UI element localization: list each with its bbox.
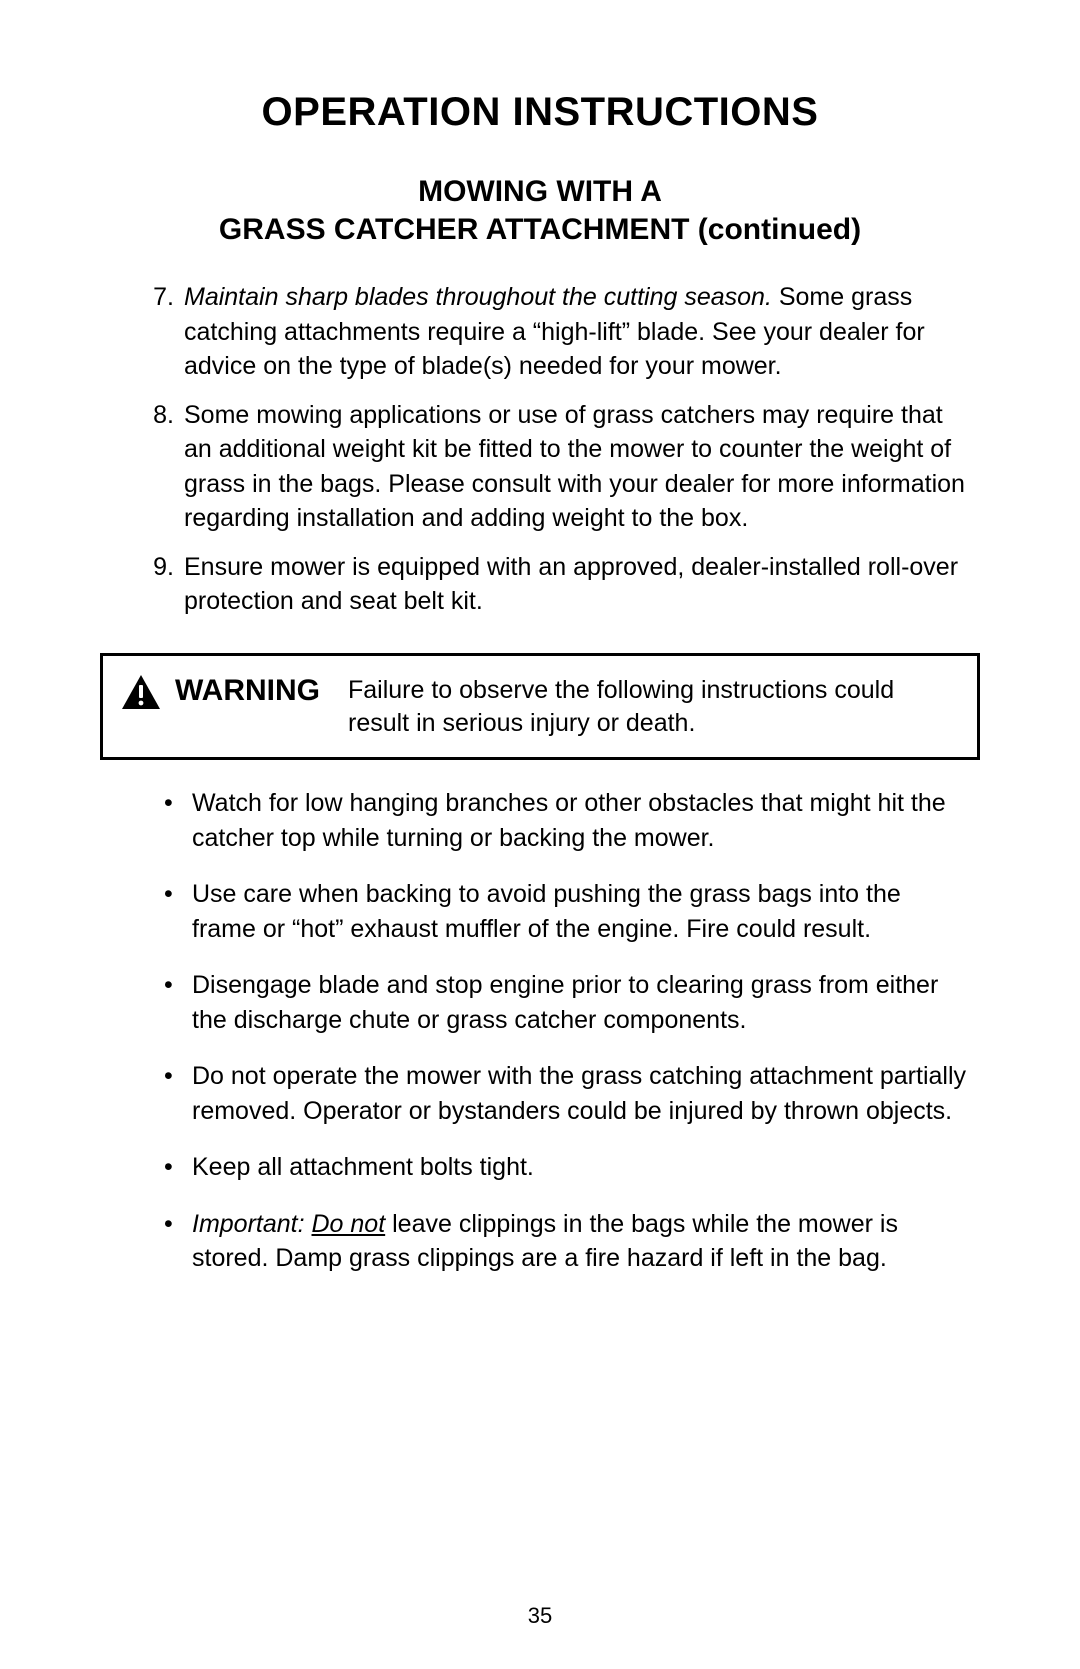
list-item: • Watch for low hanging branches or othe… <box>164 786 970 855</box>
list-item: • Use care when backing to avoid pushing… <box>164 877 970 946</box>
warning-label: WARNING <box>175 674 320 708</box>
subtitle-line-2: GRASS CATCHER ATTACHMENT (continued) <box>219 213 861 246</box>
list-item: • Important: Do not leave clippings in t… <box>164 1207 970 1276</box>
list-item: • Do not operate the mower with the gras… <box>164 1059 970 1128</box>
item-body: Disengage blade and stop engine prior to… <box>192 968 970 1037</box>
warning-triangle-icon <box>121 674 161 710</box>
italic-lead: Important: <box>192 1210 312 1238</box>
item-rest: Some mowing applications or use of grass… <box>184 401 965 533</box>
list-item: 9. Ensure mower is equipped with an appr… <box>148 550 970 619</box>
bullet-dot-icon: • <box>164 1150 192 1185</box>
bullet-dot-icon: • <box>164 877 192 946</box>
bullet-dot-icon: • <box>164 786 192 855</box>
page-title: OPERATION INSTRUCTIONS <box>100 90 980 135</box>
list-item: • Disengage blade and stop engine prior … <box>164 968 970 1037</box>
bullet-dot-icon: • <box>164 1207 192 1276</box>
bullet-list: • Watch for low hanging branches or othe… <box>100 786 980 1276</box>
bullet-dot-icon: • <box>164 1059 192 1128</box>
warning-box: WARNING Failure to observe the following… <box>100 653 980 761</box>
item-number: 8. <box>148 398 184 536</box>
item-body: Do not operate the mower with the grass … <box>192 1059 970 1128</box>
page-number: 35 <box>0 1603 1080 1629</box>
list-item: • Keep all attachment bolts tight. <box>164 1150 970 1185</box>
list-item: 8. Some mowing applications or use of gr… <box>148 398 970 536</box>
item-number: 7. <box>148 280 184 384</box>
item-body: Important: Do not leave clippings in the… <box>192 1207 970 1276</box>
item-number: 9. <box>148 550 184 619</box>
item-body: Some mowing applications or use of grass… <box>184 398 970 536</box>
item-rest: Ensure mower is equipped with an approve… <box>184 553 958 616</box>
numbered-list: 7. Maintain sharp blades throughout the … <box>100 280 980 619</box>
document-page: OPERATION INSTRUCTIONS MOWING WITH A GRA… <box>0 0 1080 1669</box>
section-subtitle: MOWING WITH A GRASS CATCHER ATTACHMENT (… <box>100 173 980 248</box>
item-body: Use care when backing to avoid pushing t… <box>192 877 970 946</box>
subtitle-line-1: MOWING WITH A <box>418 175 662 208</box>
underline-italic: Do not <box>312 1210 386 1238</box>
list-item: 7. Maintain sharp blades throughout the … <box>148 280 970 384</box>
italic-lead: Maintain sharp blades throughout the cut… <box>184 283 772 311</box>
item-body: Watch for low hanging branches or other … <box>192 786 970 855</box>
bullet-dot-icon: • <box>164 968 192 1037</box>
item-body: Maintain sharp blades throughout the cut… <box>184 280 970 384</box>
warning-text: Failure to observe the following instruc… <box>348 674 955 742</box>
item-body: Ensure mower is equipped with an approve… <box>184 550 970 619</box>
item-body: Keep all attachment bolts tight. <box>192 1150 970 1185</box>
